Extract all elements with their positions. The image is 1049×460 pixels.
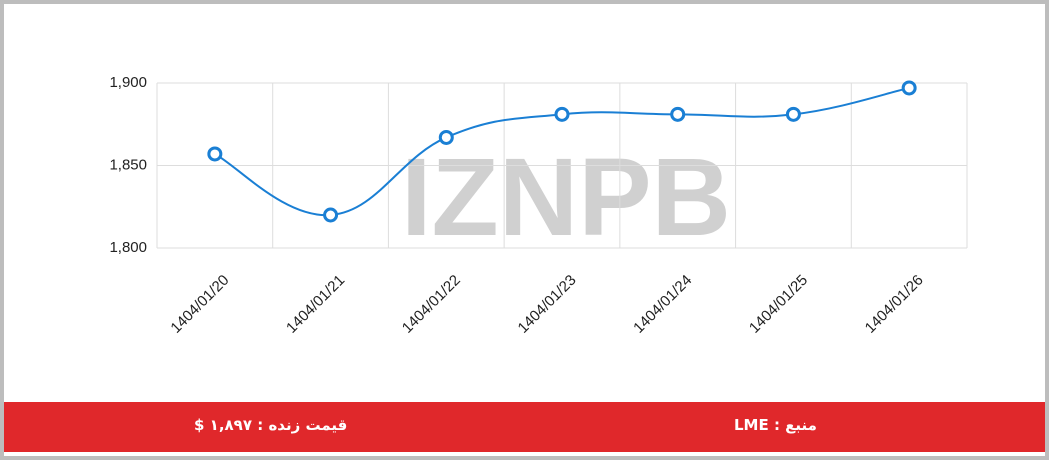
x-tick-label: 1404/01/23 bbox=[515, 272, 580, 337]
point bbox=[901, 80, 917, 96]
watermark: IZNPB bbox=[401, 136, 731, 259]
point bbox=[670, 106, 686, 122]
y-tick-label: 1,850 bbox=[109, 156, 147, 173]
x-tick-label: 1404/01/20 bbox=[167, 272, 232, 337]
x-tick-label: 1404/01/22 bbox=[399, 272, 464, 337]
point bbox=[554, 106, 570, 122]
point bbox=[323, 207, 339, 223]
point bbox=[785, 106, 801, 122]
y-tick-label: 1,900 bbox=[109, 74, 147, 91]
x-tick-label: 1404/01/24 bbox=[630, 272, 695, 337]
point bbox=[438, 129, 454, 145]
x-tick-label: 1404/01/26 bbox=[862, 272, 927, 337]
chart: IZNPB 1,800 1,850 1,900 1404/01/20 1404/01/2… bbox=[109, 74, 968, 337]
source: منبع : LME bbox=[734, 416, 817, 434]
live-price: قیمت زنده : ۱,۸۹۷ $ bbox=[194, 416, 348, 434]
x-tick-label: 1404/01/25 bbox=[746, 272, 811, 337]
point bbox=[207, 146, 223, 162]
footer-bar: قیمت زنده : ۱,۸۹۷ $ منبع : LME bbox=[4, 402, 1045, 452]
y-tick-label: 1,800 bbox=[109, 239, 147, 256]
x-tick-label: 1404/01/21 bbox=[283, 272, 348, 337]
